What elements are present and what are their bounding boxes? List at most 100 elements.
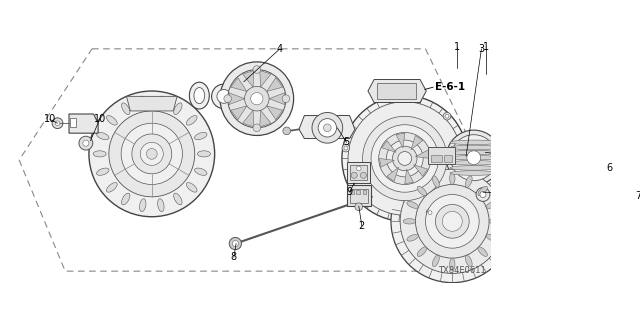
Bar (346, 185, 371, 206)
Polygon shape (229, 93, 244, 105)
Ellipse shape (186, 183, 197, 192)
Circle shape (391, 160, 514, 283)
Circle shape (244, 86, 269, 111)
Circle shape (480, 191, 486, 197)
Bar (428, 147, 456, 164)
Circle shape (398, 152, 412, 165)
Circle shape (140, 142, 163, 165)
Text: 1: 1 (454, 42, 460, 52)
Circle shape (251, 92, 263, 105)
Ellipse shape (122, 103, 130, 115)
Polygon shape (231, 106, 247, 120)
Polygon shape (368, 79, 426, 102)
Text: 10: 10 (44, 114, 56, 124)
Circle shape (212, 84, 236, 108)
Ellipse shape (450, 156, 497, 160)
Circle shape (363, 116, 447, 201)
Polygon shape (299, 116, 355, 139)
Ellipse shape (450, 172, 455, 185)
Ellipse shape (465, 176, 472, 188)
Ellipse shape (194, 88, 205, 104)
Text: 2: 2 (358, 221, 365, 231)
Circle shape (451, 135, 497, 181)
Ellipse shape (97, 168, 109, 175)
Ellipse shape (189, 82, 209, 109)
Circle shape (318, 119, 337, 137)
Text: E-6-1: E-6-1 (435, 82, 465, 92)
Circle shape (446, 130, 501, 185)
Polygon shape (380, 158, 394, 167)
Ellipse shape (450, 145, 497, 150)
Ellipse shape (97, 132, 109, 140)
Bar (377, 83, 415, 99)
Circle shape (253, 66, 260, 73)
Circle shape (445, 114, 449, 118)
Polygon shape (382, 140, 396, 152)
Circle shape (348, 102, 461, 215)
Circle shape (344, 146, 348, 150)
Circle shape (232, 241, 239, 247)
Ellipse shape (173, 193, 182, 205)
Circle shape (379, 132, 431, 185)
Circle shape (109, 111, 195, 197)
Circle shape (426, 195, 479, 248)
Polygon shape (411, 136, 422, 150)
Ellipse shape (157, 199, 164, 212)
Circle shape (89, 91, 214, 217)
Ellipse shape (450, 171, 497, 175)
Circle shape (467, 151, 481, 164)
Ellipse shape (157, 96, 164, 109)
Circle shape (217, 90, 231, 103)
Circle shape (228, 69, 286, 128)
Circle shape (283, 127, 291, 135)
Circle shape (392, 146, 417, 171)
Ellipse shape (140, 199, 146, 212)
Circle shape (342, 144, 349, 152)
Polygon shape (69, 114, 98, 133)
Circle shape (229, 237, 241, 250)
Ellipse shape (478, 186, 488, 196)
Circle shape (282, 95, 290, 102)
Circle shape (147, 148, 157, 159)
Ellipse shape (407, 202, 419, 208)
Ellipse shape (93, 151, 106, 157)
Bar (444, 156, 452, 162)
Polygon shape (260, 70, 271, 87)
Ellipse shape (450, 140, 497, 145)
Circle shape (342, 96, 468, 221)
Ellipse shape (407, 234, 419, 241)
Ellipse shape (489, 219, 501, 224)
Polygon shape (243, 110, 254, 127)
Ellipse shape (106, 116, 117, 125)
Ellipse shape (173, 103, 182, 115)
Polygon shape (269, 93, 285, 105)
Bar (70, 118, 76, 127)
Text: 3: 3 (478, 44, 484, 54)
Ellipse shape (140, 96, 146, 109)
Circle shape (435, 204, 469, 238)
Ellipse shape (197, 151, 211, 157)
Ellipse shape (450, 166, 497, 170)
Circle shape (476, 188, 490, 201)
Circle shape (371, 125, 438, 192)
Polygon shape (415, 150, 430, 158)
Text: 1: 1 (483, 42, 489, 52)
Text: 6: 6 (606, 163, 612, 173)
Circle shape (351, 172, 357, 178)
Polygon shape (267, 106, 283, 120)
Circle shape (253, 124, 260, 132)
Bar (348, 162, 371, 183)
Polygon shape (231, 77, 247, 92)
Text: 9: 9 (346, 187, 353, 197)
Ellipse shape (478, 247, 488, 256)
Circle shape (52, 118, 63, 129)
Circle shape (121, 123, 182, 185)
Ellipse shape (195, 132, 207, 140)
Ellipse shape (486, 202, 498, 208)
Circle shape (79, 136, 93, 150)
Ellipse shape (417, 247, 427, 256)
Bar (350, 164, 367, 180)
Text: 10: 10 (93, 114, 106, 124)
Ellipse shape (465, 255, 472, 267)
Circle shape (55, 121, 60, 125)
